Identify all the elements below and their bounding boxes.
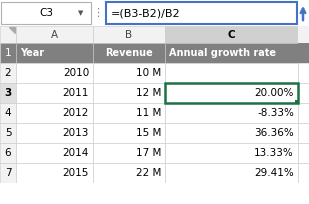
Text: 3: 3: [4, 88, 12, 98]
Text: 2014: 2014: [63, 148, 89, 158]
Bar: [298, 83, 309, 103]
Bar: [298, 163, 309, 183]
Bar: [0, 103, 16, 123]
Bar: [93, 63, 165, 83]
Bar: [165, 123, 298, 143]
Bar: [0, 183, 309, 204]
Text: 2013: 2013: [63, 128, 89, 138]
Bar: [165, 103, 298, 123]
Bar: [16, 43, 93, 63]
Text: 5: 5: [5, 128, 11, 138]
Text: ⋮: ⋮: [92, 8, 104, 18]
Text: 2011: 2011: [63, 88, 89, 98]
Text: 20.00%: 20.00%: [255, 88, 294, 98]
Text: 11 M: 11 M: [136, 108, 161, 118]
Bar: [16, 63, 93, 83]
Bar: [295, 100, 299, 104]
Bar: [16, 163, 93, 183]
Bar: [93, 103, 165, 123]
Text: =(B3-B2)/B2: =(B3-B2)/B2: [111, 9, 181, 19]
Bar: [165, 143, 298, 163]
Text: 4: 4: [5, 108, 11, 118]
Text: 1: 1: [5, 48, 11, 58]
Bar: [0, 163, 16, 183]
Bar: [0, 143, 16, 163]
Text: 2015: 2015: [63, 168, 89, 178]
Text: ▼: ▼: [78, 10, 84, 16]
Text: 2: 2: [5, 68, 11, 78]
Text: 22 M: 22 M: [136, 168, 161, 178]
Bar: [93, 26, 165, 43]
Text: 2012: 2012: [63, 108, 89, 118]
Bar: [0, 63, 16, 83]
Bar: [165, 83, 298, 103]
Bar: [93, 43, 165, 63]
Text: -8.33%: -8.33%: [257, 108, 294, 118]
Bar: [165, 26, 298, 43]
Bar: [93, 143, 165, 163]
Text: 12 M: 12 M: [136, 88, 161, 98]
Text: 36.36%: 36.36%: [254, 128, 294, 138]
Bar: [298, 143, 309, 163]
Text: 2010: 2010: [63, 68, 89, 78]
Text: 13.33%: 13.33%: [254, 148, 294, 158]
Bar: [16, 26, 93, 43]
Text: C3: C3: [39, 9, 53, 19]
Bar: [165, 63, 298, 83]
Text: 6: 6: [5, 148, 11, 158]
Bar: [106, 2, 297, 24]
Bar: [298, 103, 309, 123]
Bar: [16, 123, 93, 143]
Bar: [16, 83, 93, 103]
Bar: [165, 83, 298, 103]
Bar: [16, 103, 93, 123]
Text: 7: 7: [5, 168, 11, 178]
Text: 29.41%: 29.41%: [254, 168, 294, 178]
Text: A: A: [51, 30, 58, 40]
Text: Annual growth rate: Annual growth rate: [169, 48, 276, 58]
Bar: [0, 43, 16, 63]
Bar: [0, 123, 16, 143]
Bar: [298, 123, 309, 143]
Bar: [1, 2, 91, 24]
Text: 10 M: 10 M: [136, 68, 161, 78]
Bar: [165, 43, 298, 63]
Polygon shape: [9, 27, 15, 33]
Bar: [93, 163, 165, 183]
Bar: [298, 63, 309, 83]
Text: C: C: [228, 30, 235, 40]
Bar: [93, 123, 165, 143]
Text: B: B: [125, 30, 133, 40]
Text: Year: Year: [20, 48, 44, 58]
Bar: [16, 143, 93, 163]
Bar: [93, 83, 165, 103]
Text: 15 M: 15 M: [136, 128, 161, 138]
Bar: [165, 163, 298, 183]
Bar: [298, 43, 309, 63]
Bar: [0, 26, 16, 43]
Bar: [0, 83, 16, 103]
Text: 17 M: 17 M: [136, 148, 161, 158]
Bar: [298, 26, 309, 43]
Text: Revenue: Revenue: [105, 48, 153, 58]
